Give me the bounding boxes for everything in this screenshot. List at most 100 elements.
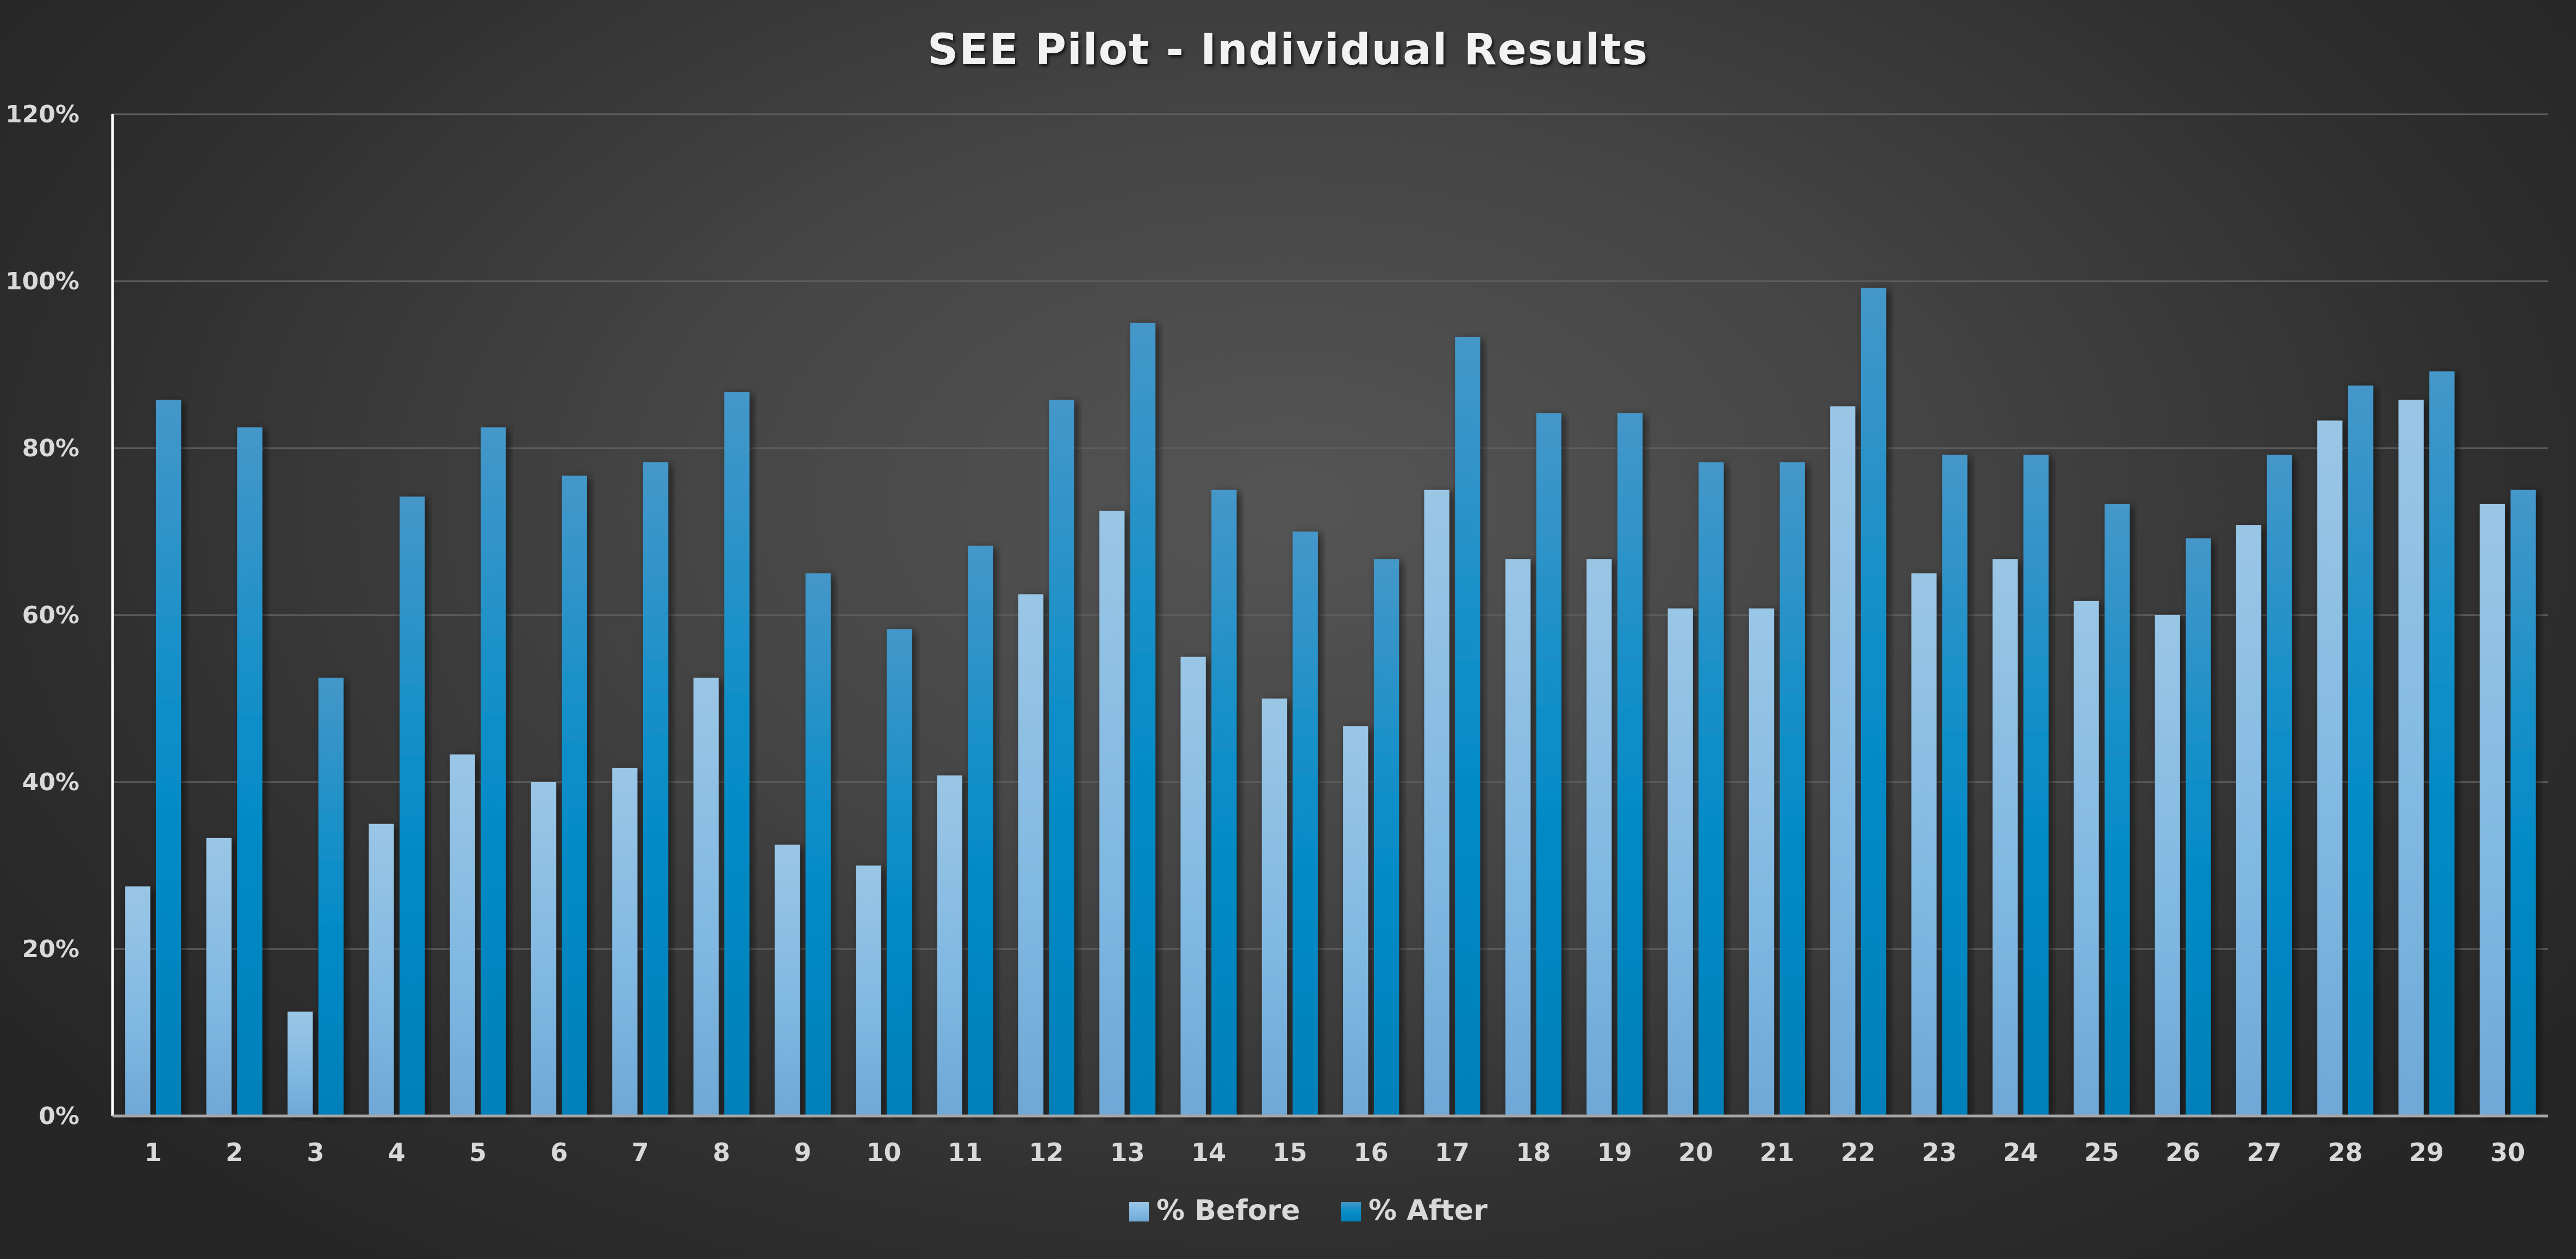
bar-before [1018, 594, 1044, 1116]
x-tick-label: 28 [2328, 1138, 2363, 1167]
bar-before [1586, 559, 1612, 1116]
legend-item-after: % After [1341, 1194, 1488, 1227]
bar-group-17 [1424, 337, 1480, 1116]
bar-group-27 [2236, 455, 2292, 1116]
legend-label-before: % Before [1156, 1194, 1300, 1227]
bar-before [1099, 511, 1125, 1116]
bar-after [724, 392, 750, 1116]
x-tick-label: 24 [2003, 1138, 2038, 1167]
x-tick-label: 7 [632, 1138, 649, 1167]
bar-after [2186, 538, 2211, 1116]
x-tick-label: 1 [145, 1138, 162, 1167]
x-tick-label: 30 [2490, 1138, 2525, 1167]
y-tick-label: 40% [22, 768, 79, 796]
bar-group-26 [2155, 538, 2211, 1116]
bar-group-1 [125, 399, 182, 1116]
bar-after [2429, 371, 2455, 1116]
x-tick-label: 29 [2409, 1138, 2444, 1167]
bar-group-12 [1018, 399, 1074, 1116]
x-tick-label: 19 [1597, 1138, 1632, 1167]
bar-group-25 [2074, 504, 2130, 1116]
x-tick-label: 25 [2085, 1138, 2119, 1167]
legend: % Before % After [1129, 1194, 1488, 1227]
x-tick-label: 2 [226, 1138, 243, 1167]
bar-after [968, 545, 993, 1116]
bar-after [237, 427, 263, 1116]
bar-after [562, 475, 587, 1116]
bar-group-10 [856, 629, 912, 1116]
y-tick-label: 80% [22, 435, 79, 462]
bar-before [1667, 608, 1693, 1116]
x-tick-label: 27 [2247, 1138, 2281, 1167]
bar-group-30 [2479, 489, 2536, 1116]
bar-group-22 [1830, 288, 1887, 1116]
x-tick-label: 6 [550, 1138, 568, 1167]
bar-before [531, 782, 557, 1116]
y-tick-label: 0% [39, 1102, 79, 1130]
x-tick-label: 9 [794, 1138, 811, 1167]
x-tick-label: 16 [1354, 1138, 1389, 1167]
bar-before [2479, 504, 2505, 1116]
y-tick-label: 20% [22, 935, 79, 963]
bar-before [2155, 615, 2180, 1116]
bar-group-18 [1505, 413, 1561, 1116]
legend-swatch-after [1341, 1202, 1361, 1221]
bar-before [774, 845, 800, 1116]
bar-after [2104, 504, 2130, 1116]
bar-before [2317, 420, 2343, 1116]
bar-after [1373, 559, 1399, 1116]
bar-after [1536, 413, 1561, 1116]
bar-after [805, 573, 831, 1116]
bar-before [206, 838, 232, 1116]
bar-group-2 [206, 427, 263, 1116]
bar-group-4 [369, 497, 425, 1116]
bar-after [399, 497, 425, 1116]
bar-before [287, 1012, 313, 1116]
x-tick-label: 10 [867, 1138, 901, 1167]
bar-after [643, 462, 669, 1116]
bar-group-5 [450, 427, 506, 1116]
chart-title: SEE Pilot - Individual Results [928, 26, 1648, 75]
bar-group-11 [937, 545, 993, 1116]
x-tick-label: 22 [1841, 1138, 1876, 1167]
bar-before [2236, 525, 2262, 1116]
x-tick-label: 26 [2166, 1138, 2200, 1167]
legend-swatch-before [1129, 1202, 1149, 1221]
bar-after [1211, 489, 1237, 1116]
bar-after [1049, 399, 1074, 1116]
x-tick-label: 18 [1516, 1138, 1551, 1167]
bar-after [1698, 462, 1724, 1116]
bar-group-29 [2398, 371, 2455, 1116]
bar-after [1779, 462, 1805, 1116]
x-axis-ticks: 1 2 3 4 5 6 7 8 9 10 11 12 13 14 15 16 17 18 19 20 21 22 23 24 2… [145, 1138, 2525, 1167]
bar-after [1292, 531, 1318, 1116]
bar-after [1861, 288, 1887, 1116]
bar-before [612, 767, 638, 1116]
x-tick-label: 14 [1191, 1138, 1226, 1167]
y-tick-label: 100% [5, 268, 79, 295]
bar-before [1505, 559, 1531, 1116]
bar-before [369, 823, 394, 1116]
bar-after [2348, 385, 2374, 1116]
bar-after [886, 629, 912, 1116]
bar-group-28 [2317, 385, 2374, 1116]
bar-group-7 [612, 462, 669, 1116]
legend-label-after: % After [1368, 1194, 1488, 1227]
bar-group-15 [1261, 531, 1318, 1116]
bar-group-19 [1586, 413, 1643, 1116]
bar-after [1942, 455, 1968, 1116]
bar-after [2510, 489, 2536, 1116]
bar-group-23 [1911, 455, 1968, 1116]
bar-group-20 [1667, 462, 1724, 1116]
x-tick-label: 20 [1678, 1138, 1713, 1167]
bar-before [1261, 698, 1287, 1116]
x-tick-label: 13 [1110, 1138, 1145, 1167]
bar-before [937, 775, 962, 1116]
bar-before [2074, 600, 2099, 1116]
bar-before [1424, 489, 1449, 1116]
bar-before [450, 754, 475, 1116]
bar-after [1130, 322, 1156, 1116]
bar-group-8 [693, 392, 750, 1116]
bar-after [155, 399, 182, 1116]
